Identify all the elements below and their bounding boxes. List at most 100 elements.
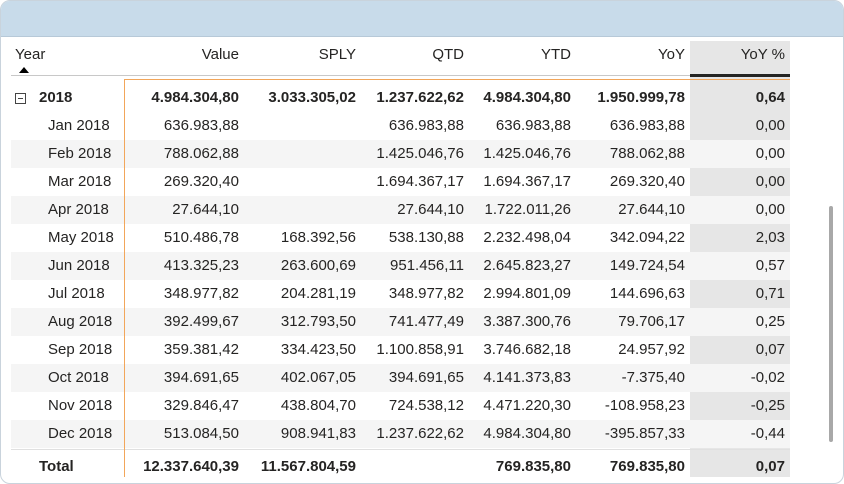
cell-yoy-pct: 0,00	[755, 173, 785, 190]
total-ytd: 769.835,80	[495, 458, 571, 475]
cell-sply: 204.281,19	[280, 285, 356, 302]
table-row[interactable]: Mar 2018 269.320,40 1.694.367,17 1.694.367,…	[11, 168, 790, 196]
cell-yoy-pct: 0,57	[755, 257, 785, 274]
column-header-label: Year	[15, 46, 46, 63]
column-header-sply[interactable]: SPLY	[239, 41, 356, 77]
sort-ascending-icon[interactable]	[19, 67, 29, 73]
cell-yoy-pct: -0,25	[750, 397, 785, 414]
sort-indicator-bar	[690, 74, 790, 77]
cell-ytd: 2.994.801,09	[483, 285, 571, 302]
table-row[interactable]: Oct 2018 394.691,65 402.067,05 394.691,65 4.…	[11, 364, 790, 392]
table-row[interactable]: Nov 2018 329.846,47 438.804,70 724.538,12 4.…	[11, 392, 790, 420]
cell-yoy-pct: 0,25	[755, 313, 785, 330]
cell-yoy: 144.696,63	[609, 285, 685, 302]
cell-yoy-pct: -0,02	[750, 369, 785, 386]
cell-qtd: 1.425.046,76	[376, 145, 464, 162]
cell-value: 510.486,78	[163, 229, 239, 246]
row-label: May 2018	[48, 229, 114, 246]
row-label: Aug 2018	[48, 313, 113, 330]
collapse-minus-icon[interactable]	[15, 93, 26, 104]
table-row[interactable]: Feb 2018 788.062,88 1.425.046,76 1.425.046,…	[11, 140, 790, 168]
cell-value: 329.846,47	[163, 397, 239, 414]
cell-yoy-pct: 0,07	[755, 341, 785, 358]
cell-value: 413.325,23	[163, 257, 239, 274]
table-row[interactable]: Jun 2018 413.325,23 263.600,69 951.456,11 2.…	[11, 252, 790, 280]
cell-value: 359.381,42	[163, 341, 239, 358]
table-row[interactable]: Jan 2018 636.983,88 636.983,88 636.983,88 63…	[11, 112, 790, 140]
cell-sply: 312.793,50	[280, 313, 356, 330]
cell-ytd: 1.425.046,76	[483, 145, 571, 162]
row-label: Oct 2018	[48, 369, 109, 386]
cell-yoy: 788.062,88	[609, 145, 685, 162]
cell-value: 269.320,40	[163, 173, 239, 190]
cell-qtd: 1.237.622,62	[376, 425, 464, 442]
cell-qtd: 951.456,11	[390, 257, 464, 274]
cell-qtd: 348.977,82	[388, 285, 464, 302]
cell-yoy: 636.983,88	[609, 117, 685, 134]
cell-yoy: 24.957,92	[618, 341, 685, 358]
group-row-2018[interactable]: 2018 4.984.304,80 3.033.305,02 1.237.622…	[11, 84, 790, 112]
cell-qtd: 636.983,88	[388, 117, 464, 134]
cell-yoy-pct: 0,00	[755, 117, 785, 134]
column-header-value[interactable]: Value	[125, 41, 239, 77]
cell-yoy-pct: 0,64	[755, 89, 785, 106]
row-label: Dec 2018	[48, 425, 113, 442]
cell-yoy: 79.706,17	[618, 313, 685, 330]
cell-qtd: 724.538,12	[388, 397, 464, 414]
table-row[interactable]: May 2018 510.486,78 168.392,56 538.130,88 2.…	[11, 224, 790, 252]
cell-value: 636.983,88	[163, 117, 239, 134]
cell-qtd: 1.237.622,62	[376, 89, 464, 106]
row-label: 2018	[39, 89, 73, 106]
column-header-year[interactable]: Year	[15, 41, 115, 77]
total-qtd	[356, 453, 464, 481]
total-yoy: 769.835,80	[609, 458, 685, 475]
cell-yoy-pct: -0,44	[750, 425, 785, 442]
table-row[interactable]: Jul 2018 348.977,82 204.281,19 348.977,82 2.…	[11, 280, 790, 308]
cell-value: 513.084,50	[163, 425, 239, 442]
table-row[interactable]: Dec 2018 513.084,50 908.941,83 1.237.622,62…	[11, 420, 790, 448]
cell-qtd: 538.130,88	[388, 229, 464, 246]
column-header-qtd[interactable]: QTD	[356, 41, 464, 77]
cell-yoy: -7.375,40	[621, 369, 685, 386]
cell-ytd: 1.694.367,17	[483, 173, 571, 190]
total-value: 12.337.640,39	[143, 458, 239, 475]
row-label: Mar 2018	[48, 173, 112, 190]
total-sply: 11.567.804,59	[260, 458, 356, 475]
cell-ytd: 4.141.373,83	[483, 369, 571, 386]
cell-ytd: 2.232.498,04	[483, 229, 571, 246]
cell-value: 348.977,82	[163, 285, 239, 302]
header-divider	[11, 75, 790, 76]
column-header-label: YoY	[658, 46, 685, 63]
cell-sply	[239, 140, 356, 168]
cell-qtd: 1.100.858,91	[376, 341, 464, 358]
column-header-yoy-pct[interactable]: YoY %	[690, 41, 785, 77]
column-header-ytd[interactable]: YTD	[464, 41, 571, 77]
row-label: Sep 2018	[48, 341, 113, 358]
row-label: Jun 2018	[48, 257, 110, 274]
row-label: Jul 2018	[48, 285, 105, 302]
total-row: Total 12.337.640,39 11.567.804,59 769.83…	[11, 453, 790, 481]
cell-qtd: 741.477,49	[388, 313, 464, 330]
vertical-scrollbar[interactable]	[829, 206, 833, 442]
table-row[interactable]: Apr 2018 27.644,10 27.644,10 1.722.011,26 27…	[11, 196, 790, 224]
cell-sply: 3.033.305,02	[268, 89, 356, 106]
cell-yoy: 1.950.999,78	[597, 89, 685, 106]
row-header-divider-vertical	[124, 79, 125, 477]
table-row[interactable]: Sep 2018 359.381,42 334.423,50 1.100.858,91…	[11, 336, 790, 364]
column-header-yoy[interactable]: YoY	[571, 41, 685, 77]
cell-ytd: 3.387.300,76	[483, 313, 571, 330]
cell-value: 394.691,65	[163, 369, 239, 386]
cell-sply	[239, 112, 356, 140]
cell-ytd: 1.722.011,26	[484, 201, 571, 218]
total-yoy-pct: 0,07	[755, 458, 785, 475]
cell-sply	[239, 168, 356, 196]
cell-sply: 334.423,50	[280, 341, 356, 358]
column-header-label: YTD	[541, 46, 571, 63]
row-label: Jan 2018	[48, 117, 110, 134]
cell-yoy: -108.958,23	[604, 397, 685, 414]
table-row[interactable]: Aug 2018 392.499,67 312.793,50 741.477,49 3.…	[11, 308, 790, 336]
cell-sply: 908.941,83	[280, 425, 356, 442]
cell-sply: 402.067,05	[280, 369, 356, 386]
cell-yoy: 27.644,10	[618, 201, 685, 218]
